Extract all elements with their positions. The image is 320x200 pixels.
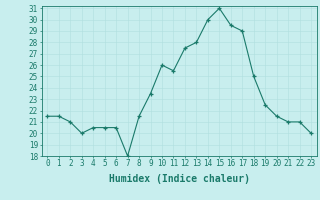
X-axis label: Humidex (Indice chaleur): Humidex (Indice chaleur)	[109, 174, 250, 184]
